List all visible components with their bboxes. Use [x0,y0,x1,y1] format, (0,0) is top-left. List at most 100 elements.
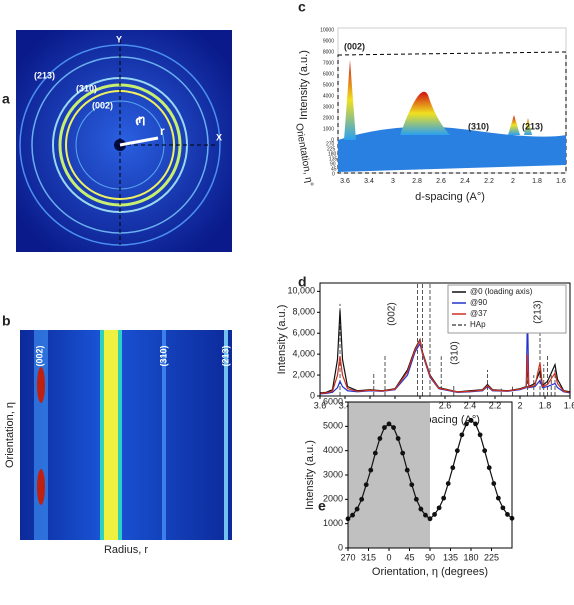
x-tick-label: 2.4 [464,400,477,410]
annotation: (002) [387,302,398,325]
x-label: d-spacing (A°) [415,191,485,203]
plot-frame [319,282,571,397]
data-point [482,448,488,454]
x-tick-label: 270 [340,552,355,562]
tick-label: 8000 [323,49,334,55]
data-point [464,421,469,427]
ring-label: (002) [92,100,113,110]
tick-label: 7000 [323,60,334,66]
annotation: (213) [533,300,544,323]
panel-label: c [298,0,306,15]
y-tick-label: 2,000 [292,369,315,379]
tick-label: 2 [511,178,515,185]
data-point [359,496,365,502]
tick-label: 225 [327,146,336,152]
legend-box [447,284,567,334]
y-tick-label: 6,000 [292,328,315,338]
data-point [486,465,492,471]
data-point [491,481,497,486]
data-point [368,467,374,473]
axis-label: Y [116,34,122,44]
data-point [445,481,451,486]
x-tick-label: 2.2 [489,400,502,410]
x-tick-label: 1.8 [539,400,552,410]
ring-label: (213) [34,70,55,80]
peak-label: (213) [522,121,543,131]
data-point [404,467,410,473]
tick-label: 90 [330,161,336,167]
legend-label: @0 (loading axis) [470,287,533,296]
data-point [354,506,360,512]
tick-label: 3.4 [364,178,374,185]
data-point [450,465,456,471]
tick-label: 2.8 [412,178,422,185]
y-tick-label: 4,000 [292,349,315,359]
tick-label: 1.8 [532,178,542,185]
y-axis-title: Intensity (a.u.) [276,305,288,375]
data-point [459,432,465,438]
x-tick-label: 90 [425,552,435,562]
y-tick-label: 0 [338,542,343,552]
data-point [391,425,396,430]
data-point [454,448,460,454]
tick-label: 1000 [323,126,334,132]
tick-label: 5000 [323,82,334,88]
x-tick-label: 45 [404,552,414,562]
data-point [436,505,442,511]
x-tick-label: 3.6 [314,400,327,410]
annotation: (310) [450,341,461,364]
tick-label: 0 [331,137,334,143]
data-point [413,496,419,502]
plot-frame [347,401,513,549]
tick-label: 3000 [323,104,334,110]
data-point [468,417,474,423]
peak-label: (310) [468,121,489,131]
legend-label: @37 [470,309,488,318]
x-tick-label: 135 [443,552,458,562]
x-tick-label: 1.6 [564,400,574,410]
data-point [418,506,424,512]
x-tick-label: 3.4 [339,400,352,410]
legend-label: HAp [470,320,486,329]
y-tick-label: 8,000 [292,307,315,317]
tick-label: 10000 [320,27,334,33]
data-point [372,450,378,456]
y-tick-label: 1000 [323,518,343,528]
y-tick-label: 10,000 [287,286,315,296]
surface-plot [337,27,567,174]
data-point [400,450,406,456]
y-tick-label: 5000 [323,421,343,431]
data-point [386,421,392,427]
tick-label: 45 [331,166,337,172]
ring-label: (310) [76,83,97,93]
diffraction-image [16,30,232,252]
data-point [382,425,387,430]
tick-label: 2.4 [460,178,470,185]
tick-label: 6000 [323,71,334,77]
tick-label: 9000 [323,38,334,44]
data-point [477,432,483,438]
data-point [423,512,428,518]
unwrapped-image [20,330,232,540]
y-label: Intensity (a.u.) [298,50,310,120]
data-point [409,482,415,488]
peak-label: (310) [158,345,168,366]
tick-label: 135 [329,156,338,162]
x-label: Radius, r [104,544,148,556]
data-point [495,495,501,501]
data-point [505,512,510,517]
axis-label: X [216,132,222,142]
panel-label: a [2,91,10,107]
y-tick-label: 0 [310,390,315,400]
y-tick-label: 4000 [323,445,343,455]
panel-label: b [2,313,11,329]
tick-label: 0 [332,171,335,177]
shaded-region [348,402,430,548]
y-tick-label: 2000 [323,494,343,504]
x-tick-label: 2.6 [439,400,452,410]
data-point [377,436,383,441]
data-point [432,512,437,517]
x-tick-label: 180 [463,552,478,562]
tick-label: 180 [328,151,337,157]
